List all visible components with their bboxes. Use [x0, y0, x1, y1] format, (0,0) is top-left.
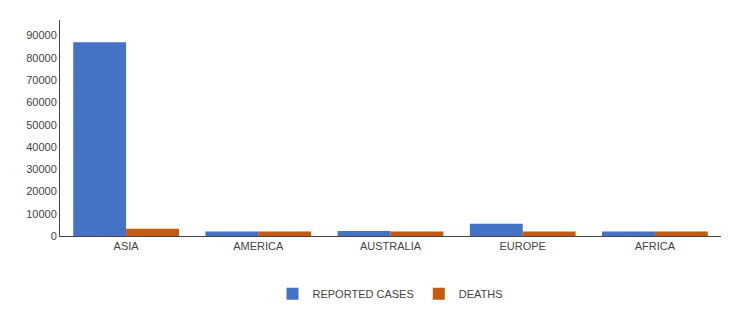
svg-text:AUSTRALIA: AUSTRALIA — [360, 240, 422, 252]
svg-text:AMERICA: AMERICA — [233, 240, 284, 252]
svg-text:ASIA: ASIA — [114, 240, 140, 252]
svg-text:90000: 90000 — [26, 29, 57, 41]
svg-text:EUROPE: EUROPE — [499, 240, 545, 252]
svg-text:20000: 20000 — [26, 185, 57, 197]
svg-text:DEATHS: DEATHS — [459, 288, 503, 300]
svg-text:80000: 80000 — [26, 52, 57, 64]
svg-text:30000: 30000 — [26, 163, 57, 175]
svg-text:REPORTED CASES: REPORTED CASES — [313, 288, 414, 300]
svg-text:AFRICA: AFRICA — [635, 240, 676, 252]
svg-text:50000: 50000 — [26, 119, 57, 131]
svg-text:0: 0 — [51, 230, 57, 242]
svg-text:70000: 70000 — [26, 74, 57, 86]
svg-text:10000: 10000 — [26, 208, 57, 220]
svg-text:40000: 40000 — [26, 141, 57, 153]
svg-text:60000: 60000 — [26, 96, 57, 108]
